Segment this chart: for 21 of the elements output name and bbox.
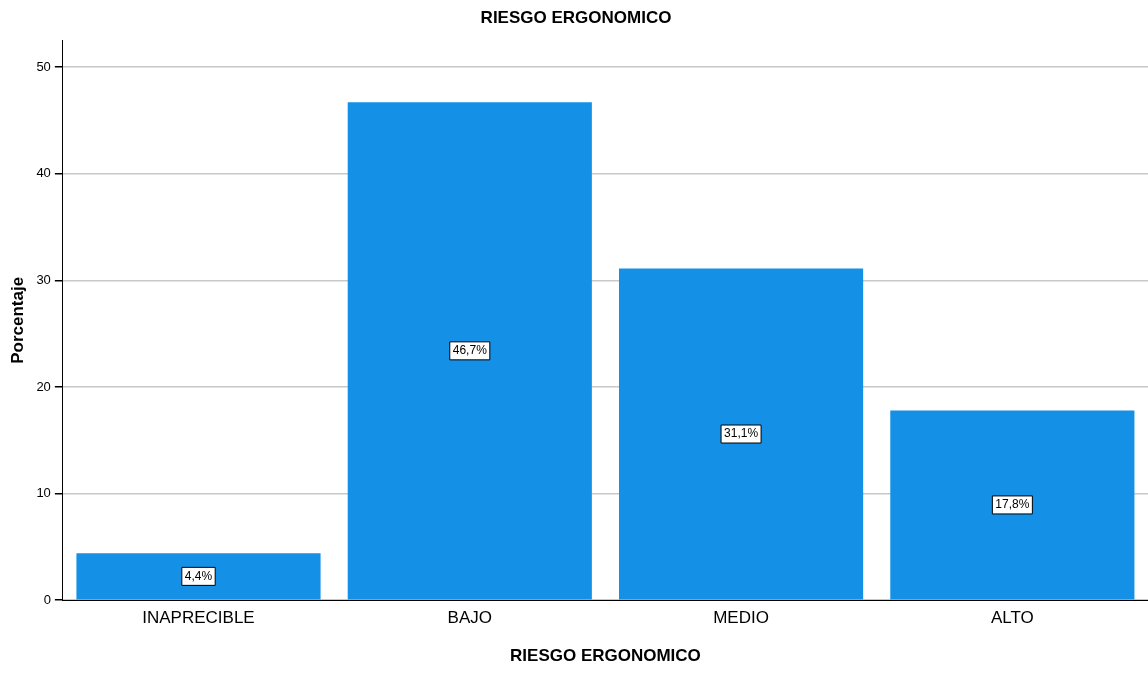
- bar: [76, 553, 321, 600]
- x-tick-label: BAJO: [447, 608, 492, 628]
- bar: [347, 102, 592, 600]
- y-tick-label: 40: [36, 165, 51, 181]
- y-axis-title: Porcentaje: [7, 276, 27, 364]
- bar: [618, 268, 864, 600]
- data-label: 46,7%: [452, 343, 488, 358]
- x-tick-label: MEDIO: [713, 608, 769, 628]
- x-tick-label: INAPRECIBLE: [142, 608, 255, 628]
- x-axis-title: RIESGO ERGONOMICO: [510, 646, 701, 666]
- y-tick-label: 50: [36, 58, 51, 74]
- data-label: 31,1%: [724, 426, 759, 441]
- data-label: 17,8%: [995, 497, 1030, 512]
- y-tick-label: 20: [36, 378, 51, 394]
- x-tick-label: ALTO: [990, 608, 1034, 628]
- y-tick-label: 10: [36, 485, 51, 501]
- y-tick-label: 0: [43, 591, 51, 607]
- chart-title: RIESGO ERGONOMICO: [480, 7, 672, 27]
- bar: [890, 410, 1135, 600]
- y-tick-label: 30: [36, 271, 51, 287]
- data-label: 4,4%: [184, 568, 213, 583]
